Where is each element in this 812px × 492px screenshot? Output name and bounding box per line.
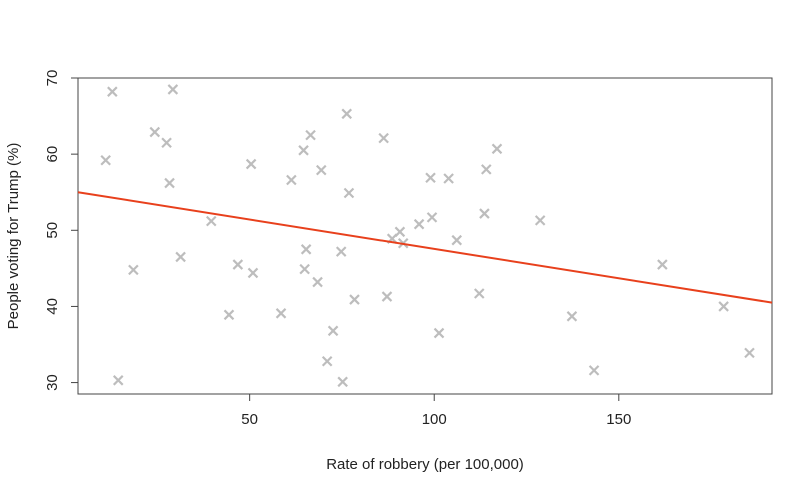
data-point <box>534 215 546 226</box>
data-point <box>312 276 323 288</box>
y-tick-label: 30 <box>44 374 61 391</box>
data-point <box>298 145 309 156</box>
plot-area-frame <box>77 77 773 395</box>
x-tick-label: 100 <box>422 411 447 428</box>
data-point <box>718 301 729 312</box>
data-point <box>566 311 578 322</box>
data-point <box>451 234 463 246</box>
data-point <box>161 137 172 149</box>
data-point <box>300 244 312 255</box>
data-point <box>343 187 355 199</box>
data-point <box>245 158 257 170</box>
x-axis-title: Rate of robbery (per 100,000) <box>326 456 524 473</box>
data-point <box>443 173 454 184</box>
data-points <box>100 84 755 388</box>
data-point <box>167 84 179 95</box>
data-point <box>100 154 111 166</box>
data-point <box>413 218 425 230</box>
data-point <box>491 143 503 155</box>
data-point <box>305 129 316 141</box>
data-point <box>335 246 347 257</box>
data-point <box>481 164 492 175</box>
y-axis: 30 40 50 60 70 <box>44 70 78 391</box>
data-point <box>381 291 393 302</box>
data-point <box>232 259 244 270</box>
data-point <box>321 355 333 367</box>
data-point <box>175 251 186 263</box>
data-point <box>349 294 360 305</box>
data-point <box>433 327 445 339</box>
data-point <box>286 174 297 186</box>
y-tick-label: 50 <box>44 222 61 239</box>
data-point <box>657 259 668 270</box>
data-point <box>394 226 406 238</box>
data-point <box>107 86 118 97</box>
data-point <box>588 365 600 376</box>
y-axis-title: People voting for Trump (%) <box>5 143 22 330</box>
data-point <box>149 126 161 138</box>
data-point <box>473 288 485 299</box>
data-point <box>128 264 139 276</box>
y-tick-label: 60 <box>44 146 61 163</box>
data-point <box>164 177 175 189</box>
data-point <box>299 263 310 275</box>
data-point <box>341 108 353 120</box>
trend-line <box>77 191 773 304</box>
y-tick-label: 40 <box>44 298 61 315</box>
y-tick-label: 70 <box>44 70 61 87</box>
data-point <box>337 376 348 388</box>
data-point <box>223 309 235 321</box>
data-point <box>744 347 755 359</box>
data-point <box>327 325 339 337</box>
data-point <box>112 375 124 386</box>
data-point <box>378 132 389 144</box>
data-point <box>425 172 436 184</box>
x-axis: 50 100 150 <box>241 394 631 428</box>
x-tick-label: 50 <box>241 411 258 428</box>
data-point <box>479 208 490 219</box>
data-point <box>426 212 438 223</box>
x-tick-label: 150 <box>606 411 631 428</box>
data-point <box>247 267 259 279</box>
data-point <box>205 215 217 227</box>
data-point <box>275 308 287 319</box>
data-point <box>315 164 327 176</box>
